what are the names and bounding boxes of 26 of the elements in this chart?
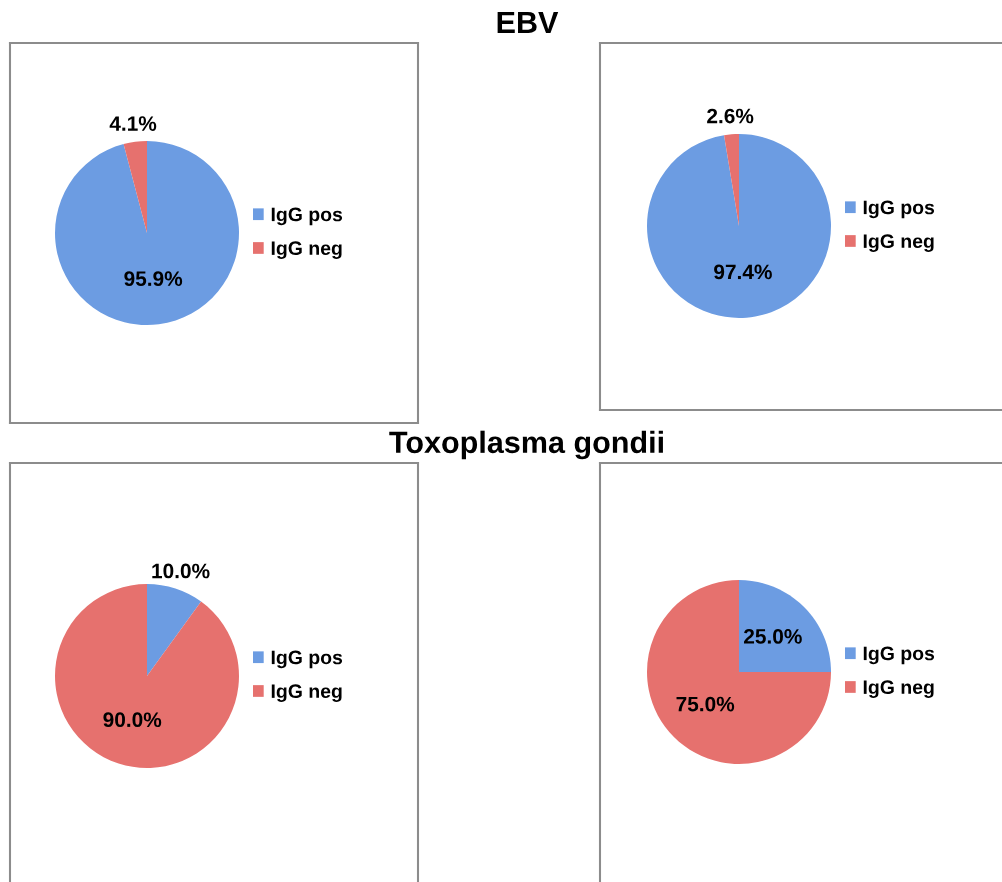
data-label: 75.0%: [676, 696, 735, 712]
data-label: 25.0%: [744, 629, 802, 644]
pie-slice: [724, 134, 739, 226]
legend-label: IgG neg: [271, 684, 342, 702]
text: EBV: [497, 11, 559, 33]
text: Toxoplasma gondii: [389, 430, 663, 460]
data-label: 4.1%: [109, 116, 157, 131]
data-label: 95.9%: [124, 271, 183, 287]
legend-label: IgG pos: [863, 646, 935, 665]
pie-slice: [647, 134, 831, 318]
pie-slice: [739, 580, 831, 672]
legend-label: IgG pos: [863, 200, 935, 219]
pie-slice: [123, 141, 147, 233]
data-label: 2.6%: [707, 108, 754, 124]
data-label: 97.4%: [714, 264, 772, 280]
data-label: 10.0%: [152, 563, 210, 579]
pie-slice: [647, 580, 831, 764]
legend-label: IgG pos: [271, 207, 343, 226]
pie-slice: [55, 584, 239, 768]
legend-label: IgG neg: [271, 241, 342, 259]
legend-label: IgG pos: [271, 650, 343, 669]
legend-label: IgG neg: [863, 234, 934, 252]
pie-slice: [55, 141, 239, 325]
data-label: 90.0%: [103, 712, 162, 728]
legend-label: IgG neg: [863, 680, 934, 698]
pie-slice: [147, 584, 202, 676]
